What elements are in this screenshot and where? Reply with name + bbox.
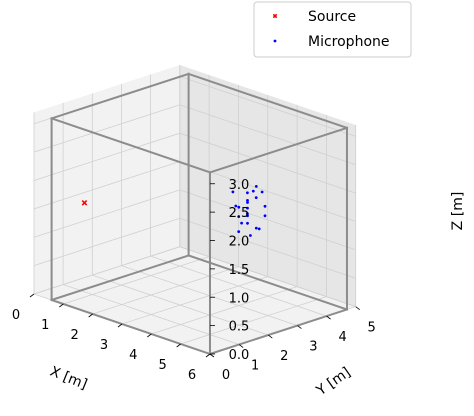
axis-panes	[34, 65, 356, 354]
x-tick-mark	[59, 303, 64, 308]
y-tick-label: 3	[309, 340, 317, 355]
x-tick-label: 2	[71, 328, 79, 343]
x-tick-label: 4	[129, 348, 137, 363]
microphone-point	[246, 212, 249, 216]
grid-line-z	[33, 246, 356, 307]
y-tick-mark	[297, 325, 302, 329]
z-tick-label: 0.5	[229, 320, 250, 335]
room-box-edge	[208, 126, 349, 174]
x-tick-mark	[117, 323, 123, 328]
microphone-point	[254, 196, 258, 200]
legend-frame	[253, 1, 412, 58]
x-tick-mark	[147, 333, 152, 338]
x-axis-label: X [m]	[48, 364, 90, 393]
grid-line-z	[33, 217, 356, 279]
legend: Source Microphone	[253, 1, 412, 58]
room-box-front-edges	[50, 72, 349, 356]
legend-source-label: Source	[308, 9, 356, 25]
microphone-point	[263, 204, 267, 208]
y-tick-mark	[355, 306, 360, 310]
x-tick-label: 5	[158, 358, 166, 373]
microphone-point	[234, 204, 238, 208]
y-tick-label: 2	[280, 349, 288, 364]
legend-entry-microphone: Microphone	[273, 34, 390, 50]
y-axis-label: Y [m]	[313, 364, 354, 399]
microphone-point	[231, 190, 235, 194]
microphone-point	[260, 190, 264, 194]
room-box-edge	[208, 308, 349, 356]
x-tick-mark	[29, 293, 35, 298]
room-box-edge	[50, 254, 190, 302]
microphone-point	[251, 189, 255, 193]
microphone-point	[249, 234, 252, 237]
room-box-edge	[50, 72, 190, 120]
z-tick-label: 3.0	[229, 178, 250, 193]
microphone-point	[237, 205, 241, 209]
microphone-point	[257, 227, 261, 231]
z-tick-label: 1.5	[229, 263, 250, 278]
legend-source-marker	[272, 13, 278, 19]
microphone-point	[254, 226, 258, 230]
y-tick-mark	[238, 344, 244, 348]
y-tick-mark	[326, 315, 331, 320]
data-points	[81, 185, 267, 237]
legend-microphone-marker	[273, 39, 277, 43]
x-tick-label: 1	[41, 318, 49, 333]
y-tick-mark	[268, 334, 273, 339]
microphone-point	[263, 214, 267, 218]
y-tick-label: 1	[251, 359, 259, 374]
room-box-edge	[50, 298, 212, 356]
room-box-edge	[187, 254, 349, 311]
microphone-point	[246, 201, 249, 204]
z-tick-label: 2.5	[229, 206, 250, 221]
y-tick-label: 0	[222, 368, 230, 383]
x-tick-label: 3	[100, 338, 108, 353]
grid-line-z	[33, 132, 356, 194]
room-box-edge	[50, 117, 212, 174]
microphone-point	[246, 206, 249, 210]
grid-line-z	[33, 189, 356, 251]
microphone-point	[246, 191, 249, 195]
y-tick-mark	[209, 353, 215, 358]
legend-microphone-label: Microphone	[308, 34, 390, 50]
y-tick-label: 5	[368, 321, 376, 336]
room-box-edge	[187, 72, 349, 130]
y-tick-label: 4	[338, 330, 346, 345]
microphone-point	[237, 215, 241, 219]
z-tick-label: 0.0	[229, 348, 250, 363]
microphone-point	[254, 185, 258, 188]
microphone-point	[246, 199, 249, 202]
z-axis-label: Z [m]	[450, 192, 466, 231]
x-tick-mark	[88, 313, 93, 318]
microphone-point	[246, 214, 249, 218]
microphone-point	[237, 230, 241, 234]
left-pane	[34, 65, 180, 294]
x-tick-label: 6	[188, 368, 196, 383]
legend-entry-source: Source	[272, 9, 356, 25]
x-tick-mark	[176, 343, 181, 348]
microphone-point	[246, 221, 249, 225]
x-tick-label: 0	[12, 308, 20, 323]
microphone-point	[240, 221, 244, 225]
z-tick-label: 2.0	[229, 235, 250, 250]
x-tick-mark	[205, 353, 211, 358]
z-tick-label: 1.0	[229, 291, 250, 306]
source-point	[81, 200, 88, 206]
